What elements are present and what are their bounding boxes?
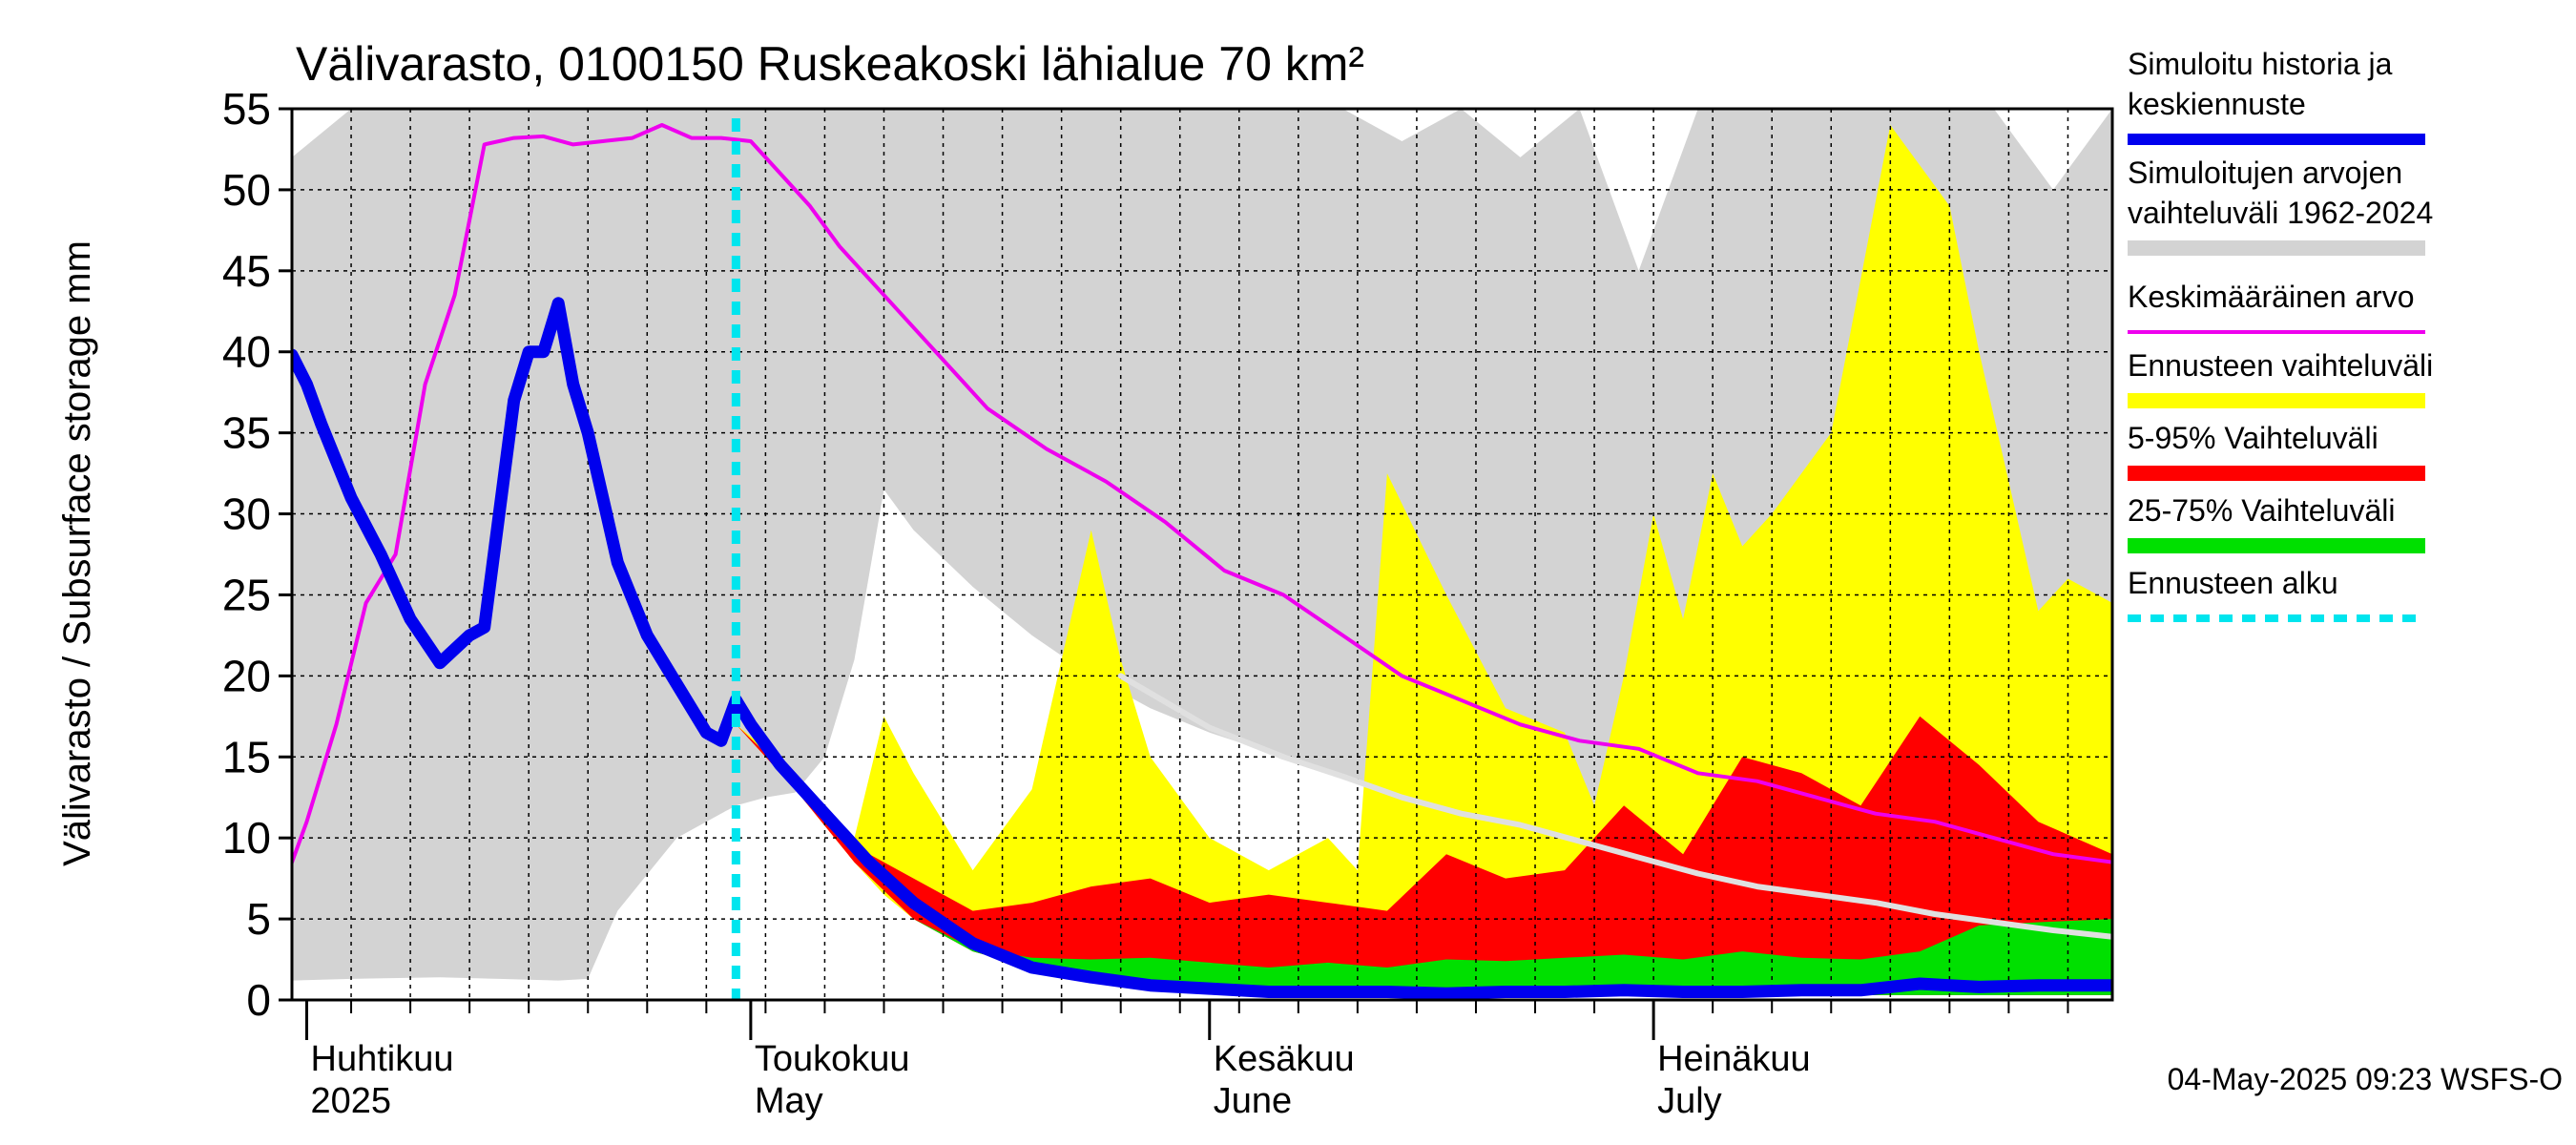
legend-swatch-p5_95 [2128,466,2425,481]
legend-label: Ennusteen vaihteluväli [2128,348,2433,383]
y-tick-label: 40 [222,327,271,377]
history-line [292,297,2112,1000]
legend-label: keskiennuste [2128,87,2306,121]
range-bands [292,109,2112,995]
mean-line [292,123,2112,864]
plot-frame [290,107,2114,1002]
month-label: Toukokuu [755,1039,910,1079]
y-tick-label: 45 [222,246,271,296]
legend-label: Simuloitu historia ja [2128,47,2393,81]
legend-swatch-sim_range [2128,240,2425,256]
month-label: Huhtikuu [311,1039,454,1079]
legend-label: vaihteluväli 1962-2024 [2128,196,2433,230]
y-axis-ticks: 0 5 10 15 20 25 30 35 40 45 50 55 [222,84,292,1025]
y-tick-label: 55 [222,84,271,134]
month-sublabel: June [1214,1081,1292,1121]
month-sublabel: May [755,1081,823,1121]
month-label: Heinäkuu [1657,1039,1811,1079]
legend: Simuloitu historia ja keskiennuste Simuloi… [2128,47,2433,622]
y-tick-label: 5 [246,894,271,944]
median-line [1117,673,2112,940]
legend-label: 25-75% Vaihteluväli [2128,493,2395,528]
y-tick-label: 10 [222,813,271,863]
footer-timestamp: 04-May-2025 09:23 WSFS-O [2168,1062,2563,1096]
legend-swatch-forecast_range [2128,393,2425,408]
legend-label: 5-95% Vaihteluväli [2128,421,2379,455]
plot-border [290,107,2114,1002]
month-sublabel: 2025 [311,1081,392,1121]
y-tick-label: 50 [222,165,271,215]
series-lines [292,118,2112,1000]
month-sublabel: July [1657,1081,1722,1121]
legend-label: Ennusteen alku [2128,566,2338,600]
y-tick-label: 30 [222,489,271,539]
y-axis-label: Välivarasto / Subsurface storage mm [56,240,98,866]
y-tick-label: 0 [246,975,271,1025]
band-p25_75 [736,724,2112,995]
y-tick-label: 25 [222,570,271,619]
y-tick-label: 35 [222,408,271,458]
chart-title: Välivarasto, 0100150 Ruskeakoski lähialu… [296,37,1364,91]
legend-label: Keskimääräinen arvo [2128,280,2415,314]
legend-label: Simuloitujen arvojen [2128,156,2402,190]
month-label: Kesäkuu [1214,1039,1355,1079]
y-tick-label: 15 [222,732,271,781]
y-tick-label: 20 [222,651,271,700]
legend-swatch-p25_75 [2128,538,2425,553]
